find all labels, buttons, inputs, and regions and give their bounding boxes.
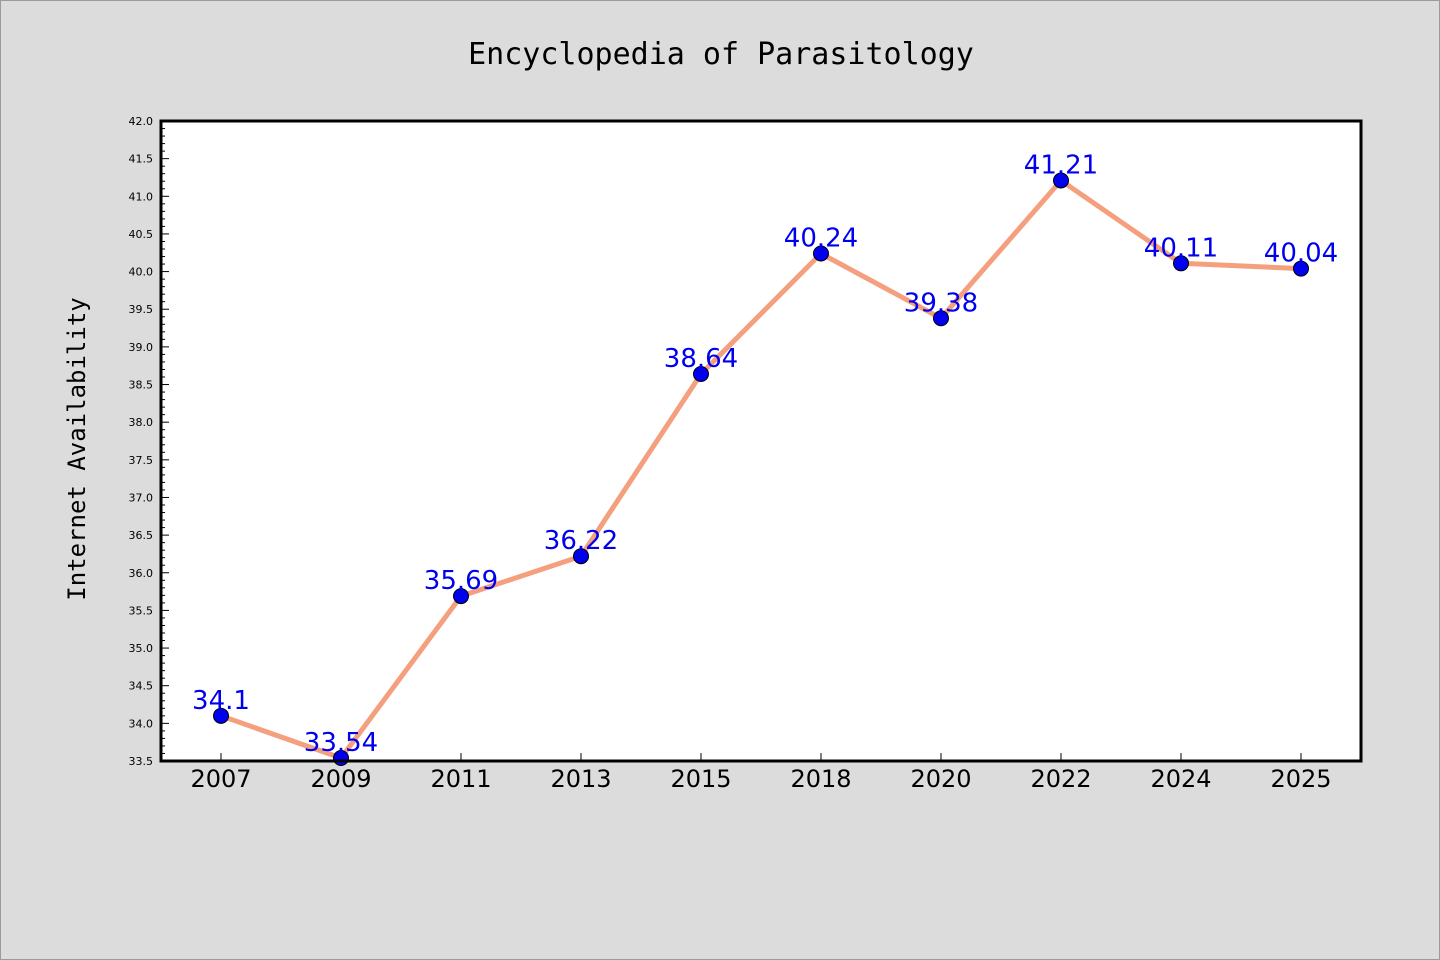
data-label: 40.11: [1144, 233, 1218, 263]
y-axis-label: Internet Availability: [63, 297, 91, 600]
y-tick-label: 36.5: [129, 529, 154, 542]
plot-area: [161, 121, 1361, 761]
x-tick-label: 2024: [1150, 765, 1211, 793]
data-point: [573, 548, 589, 565]
data-label: 41.21: [1024, 150, 1098, 180]
x-tick-label: 2013: [550, 765, 611, 793]
y-tick-label: 40.5: [129, 228, 154, 241]
y-tick-label: 38.0: [129, 416, 154, 429]
y-tick-label: 39.0: [129, 341, 154, 354]
y-tick-label: 34.5: [129, 680, 154, 693]
x-tick-label: 2009: [310, 765, 371, 793]
y-tick-label: 41.5: [129, 153, 154, 166]
data-label: 40.24: [784, 224, 858, 254]
data-label: 35.69: [424, 566, 498, 596]
data-point: [1053, 172, 1069, 189]
y-tick-label: 37.5: [129, 454, 154, 467]
chart-title: Encyclopedia of Parasitology: [468, 37, 974, 72]
y-tick-label: 35.5: [129, 604, 154, 617]
data-label: 34.1: [192, 686, 250, 716]
x-tick-label: 2011: [430, 765, 491, 793]
y-tick-label: 42.0: [129, 115, 154, 128]
data-point: [813, 245, 829, 262]
y-tick-label: 41.0: [129, 190, 154, 203]
data-label: 39.38: [904, 288, 978, 318]
data-point: [1293, 260, 1309, 277]
data-label: 33.54: [304, 728, 378, 758]
plot-frame: [159, 119, 1363, 763]
y-axis: 33.5 34.0 34.5 35.0 35.5 36.0 36.5 37.0 37.5 38.0…: [129, 115, 169, 768]
x-axis: 2007 2009 2011 2013 2015 2018 2020 2022 2024 2025: [190, 753, 1332, 793]
x-tick-label: 2018: [790, 765, 851, 793]
x-tick-label: 2025: [1270, 765, 1331, 793]
data-labels: 34.1 33.54 35.69 36.22 38.64 40.24 39.38 41.21 4…: [192, 150, 1338, 758]
x-tick-label: 2015: [670, 765, 731, 793]
data-point: [453, 588, 469, 605]
y-tick-label: 37.0: [129, 491, 154, 504]
y-tick-label: 36.0: [129, 567, 154, 580]
data-point: [933, 310, 949, 327]
data-point: [693, 365, 709, 382]
y-tick-label: 34.0: [129, 717, 154, 730]
x-tick-label: 2022: [1030, 765, 1091, 793]
data-label: 38.64: [664, 344, 738, 374]
y-tick-label: 33.5: [129, 755, 154, 768]
data-label: 36.22: [544, 526, 618, 556]
y-tick-label: 39.5: [129, 303, 154, 316]
series-line: [218, 177, 1304, 761]
x-tick-label: 2007: [190, 765, 251, 793]
data-point: [1173, 255, 1189, 272]
x-tick-label: 2020: [910, 765, 971, 793]
y-tick-label: 35.0: [129, 642, 154, 655]
data-point: [213, 707, 229, 724]
y-tick-label: 38.5: [129, 379, 154, 392]
data-label: 40.04: [1264, 239, 1338, 269]
y-tick-label: 40.0: [129, 266, 154, 279]
